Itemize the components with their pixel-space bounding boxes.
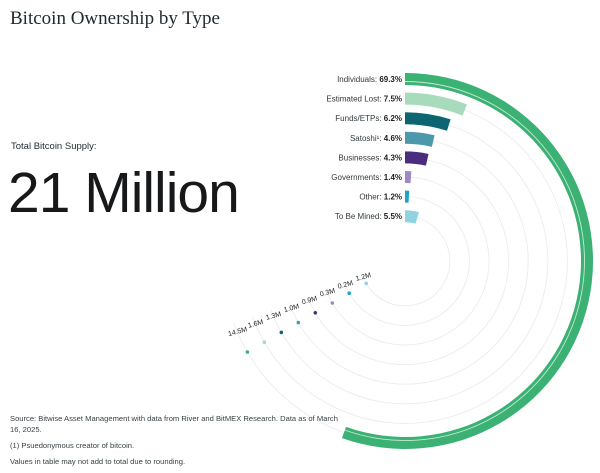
tick-dot-individuals [245,350,250,354]
tick-label-funds-etps: 1.3M [265,311,282,322]
supply-value: 21 Million [8,161,240,225]
label-to-be-mined: To Be Mined: 5.5% [335,212,402,221]
footnote-2: Values in table may not add to total due… [10,457,186,466]
label-governments: Governments: 1.4% [331,173,402,182]
footnotes: Source: Bitwise Asset Management with da… [10,413,340,467]
label-pct-businesses: 4.3% [384,153,402,162]
label-name-governments: Governments: [331,173,383,182]
tick-label-estimated-lost: 1.6M [247,319,264,330]
supply-label: Total Bitcoin Supply: [11,141,97,152]
label-name-individuals: Individuals: [337,75,379,84]
label-pct-satoshi: 4.6% [384,134,402,143]
tick-dot-satoshi [296,320,301,325]
label-pct-to-be-mined: 5.5% [384,212,402,221]
chart-bars [341,73,594,449]
bar-other [405,190,410,203]
label-other: Other: 1.2% [359,193,402,202]
tick-dot-to-be-mined [364,281,369,286]
tick-label-to-be-mined: 1.2M [355,272,372,283]
bar-governments [405,171,412,184]
label-pct-governments: 1.4% [384,173,402,182]
series-labels: Individuals: 69.3% Estimated Lost: 7.5% Fu… [326,75,402,221]
label-pct-individuals: 69.3% [379,75,402,84]
bar-individuals [341,73,594,449]
grid-ring-estimated-lost [251,98,568,424]
grid-ring-to-be-mined [362,215,451,307]
tick-label-individuals: 14.5M [227,326,248,338]
label-name-to-be-mined: To Be Mined: [335,212,384,221]
grid-ring-satoshi [288,137,529,385]
tick-label-businesses: 0.9M [301,295,318,306]
label-satoshi: Satoshi¹: 4.6% [350,134,402,143]
chart-title: Bitcoin Ownership by Type [10,8,220,29]
label-pct-other: 1.2% [384,193,402,202]
footnote-1: (1) Psuedonymous creator of bitcoin. [10,441,135,450]
tick-dot-other [347,291,352,296]
bar-satoshi [405,131,435,147]
label-businesses: Businesses: 4.3% [338,153,402,162]
grid-ring-businesses [307,156,509,366]
bar-businesses [405,151,429,166]
label-estimated-lost: Estimated Lost: 7.5% [326,95,402,104]
bar-estimated-lost [405,92,467,116]
btc-tick-labels: 14.5M1.6M1.3M1.0M0.9M0.3M0.2M1.2M [227,272,372,354]
tick-label-satoshi: 1.0M [283,303,300,314]
label-name-satoshi: Satoshi¹: [350,134,384,143]
label-individuals: Individuals: 69.3% [337,75,402,84]
label-name-businesses: Businesses: [338,153,383,162]
grid-ring-other [344,196,470,326]
label-funds-etps: Funds/ETPs: 6.2% [335,114,402,123]
tick-label-governments: 0.3M [319,288,336,299]
tick-dot-estimated-lost [262,340,267,345]
tick-label-other: 0.2M [337,280,354,291]
outer-bar-highlight [344,81,585,441]
label-name-estimated-lost: Estimated Lost: [326,95,383,104]
bar-funds-etps [405,112,451,131]
grid-ring-governments [325,176,490,346]
grid-ring-funds-etps [270,117,549,405]
tick-dot-funds-etps [279,330,284,335]
tick-dot-businesses [313,311,318,315]
bar-to-be-mined [405,210,419,224]
tick-dot-governments [330,301,335,305]
source-note: Source: Bitwise Asset Management with da… [10,414,338,434]
label-name-other: Other: [359,193,383,202]
label-pct-funds-etps: 6.2% [384,114,402,123]
label-name-funds-etps: Funds/ETPs: [335,114,383,123]
label-pct-estimated-lost: 7.5% [384,95,402,104]
